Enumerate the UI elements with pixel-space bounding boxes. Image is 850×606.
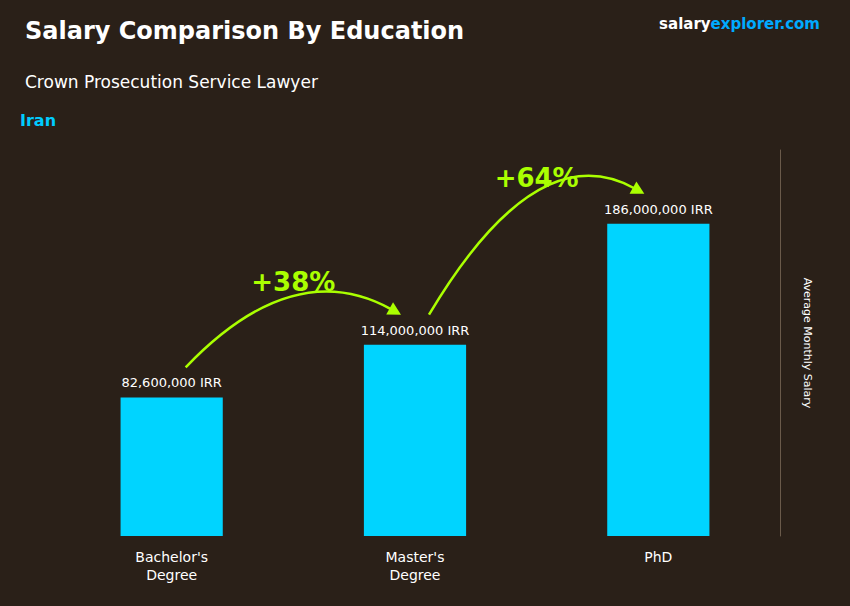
svg-text:186,000,000 IRR: 186,000,000 IRR (604, 202, 713, 217)
svg-text:Master's: Master's (386, 549, 445, 565)
svg-text:+38%: +38% (251, 267, 335, 297)
svg-text:82,600,000 IRR: 82,600,000 IRR (121, 375, 221, 390)
svg-text:explorer.com: explorer.com (711, 15, 820, 33)
svg-text:Degree: Degree (390, 567, 441, 583)
svg-text:Iran: Iran (20, 111, 56, 130)
svg-text:Bachelor's: Bachelor's (135, 549, 208, 565)
svg-text:salary: salary (659, 15, 711, 33)
svg-text:Degree: Degree (146, 567, 197, 583)
svg-text:Salary Comparison By Education: Salary Comparison By Education (25, 17, 464, 45)
svg-text:114,000,000 IRR: 114,000,000 IRR (361, 323, 470, 338)
svg-text:Crown Prosecution Service Lawy: Crown Prosecution Service Lawyer (25, 72, 318, 92)
svg-text:+64%: +64% (495, 163, 579, 193)
svg-text:Average Monthly Salary: Average Monthly Salary (801, 278, 814, 409)
svg-text:PhD: PhD (644, 549, 672, 565)
